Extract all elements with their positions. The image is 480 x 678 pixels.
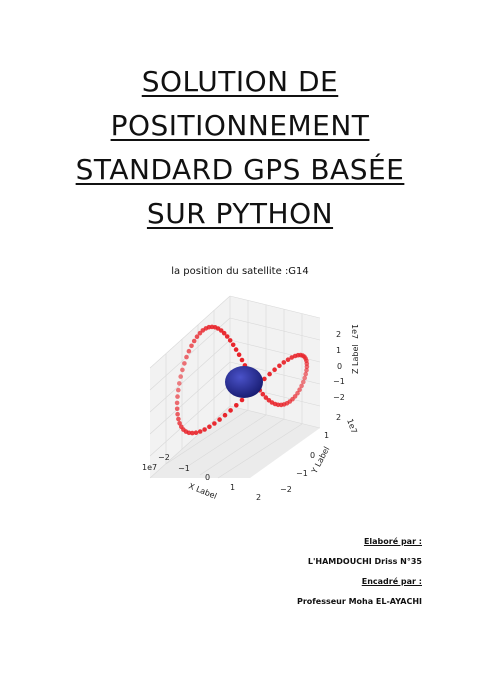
orbit-point bbox=[197, 330, 203, 336]
orbit-point bbox=[193, 430, 199, 435]
orbit-point bbox=[175, 394, 180, 399]
orbit-point bbox=[186, 348, 192, 354]
orbit-point bbox=[191, 338, 197, 344]
orbit-point bbox=[184, 354, 189, 360]
orbit-point bbox=[303, 371, 308, 377]
x-offset: 1e7 bbox=[142, 463, 157, 472]
z-offset: 1e7 bbox=[350, 324, 359, 339]
orbit-point bbox=[176, 416, 181, 422]
x-axis-label: X Label bbox=[187, 482, 218, 501]
orbit-point bbox=[239, 397, 245, 403]
orbit-point bbox=[194, 334, 200, 339]
y-tick-5: 2 bbox=[336, 413, 341, 422]
orbit-point bbox=[295, 390, 300, 396]
orbit-point bbox=[297, 387, 302, 392]
supervised-by-name: Professeur Moha EL-AYACHI bbox=[297, 597, 422, 606]
document-title: SOLUTION DE POSITIONNEMENT STANDARD GPS … bbox=[0, 60, 480, 236]
y-tick-2: −1 bbox=[296, 469, 308, 478]
z-tick-5: 2 bbox=[336, 330, 341, 339]
orbit-point bbox=[228, 408, 233, 413]
orbit-point bbox=[301, 379, 306, 385]
y-tick-1: −2 bbox=[280, 485, 292, 494]
orbit-point bbox=[233, 347, 239, 352]
orbit-point bbox=[304, 368, 309, 373]
y-offset: 1e7 bbox=[345, 418, 359, 435]
x-tick-2: −1 bbox=[178, 464, 190, 473]
orbit-point bbox=[174, 406, 180, 412]
figure-title: la position du satellite :G14 bbox=[171, 266, 309, 277]
orbit-point bbox=[304, 364, 310, 370]
z-tick-4: 1 bbox=[336, 346, 341, 355]
orbit-point bbox=[200, 328, 206, 333]
satellite-3d-plot: −2 −1 0 1 2 1e7 X Label −2 −1 0 1 2 1e7 … bbox=[142, 295, 360, 502]
orbit-point bbox=[266, 398, 272, 403]
orbit-point bbox=[302, 375, 307, 381]
orbit-point bbox=[299, 383, 304, 389]
orbit-point bbox=[177, 421, 182, 426]
orbit-point bbox=[177, 381, 182, 386]
orbit-point bbox=[227, 338, 233, 343]
orbit-point bbox=[202, 427, 207, 432]
z-tick-2: −1 bbox=[333, 377, 345, 386]
orbit-point bbox=[239, 357, 245, 363]
orbit-point bbox=[263, 395, 269, 400]
orbit-point bbox=[207, 424, 212, 430]
orbit-point bbox=[234, 403, 239, 408]
title-line-1: SOLUTION DE bbox=[141, 65, 339, 98]
prepared-by-name: L'HAMDOUCHI Driss N°35 bbox=[307, 557, 422, 566]
y-tick-3: 0 bbox=[310, 451, 315, 460]
orbit-point bbox=[285, 357, 291, 362]
x-tick-4: 1 bbox=[230, 483, 235, 492]
x-tick-3: 0 bbox=[205, 473, 210, 482]
orbit-point bbox=[217, 417, 222, 422]
earth-sphere bbox=[225, 366, 263, 398]
y-axis-label: Y Label bbox=[309, 445, 331, 476]
orbit-point bbox=[222, 412, 228, 418]
orbit-point bbox=[176, 387, 181, 393]
orbit-point bbox=[267, 371, 272, 377]
x-tick-5: 2 bbox=[256, 493, 261, 502]
orbit-point bbox=[224, 334, 230, 339]
orbit-point bbox=[178, 374, 183, 379]
prepared-by-label: Elaboré par : bbox=[363, 537, 422, 546]
y-tick-4: 1 bbox=[324, 431, 329, 440]
orbit-point bbox=[262, 376, 267, 382]
orbit-point bbox=[281, 360, 287, 365]
orbit-point bbox=[180, 367, 185, 373]
orbit-point bbox=[186, 430, 192, 436]
orbit-point bbox=[221, 330, 227, 336]
orbit-point bbox=[236, 352, 242, 357]
orbit-point bbox=[212, 421, 217, 426]
orbit-point bbox=[189, 343, 194, 349]
z-axis-label: Z Label bbox=[351, 344, 360, 374]
orbit-point bbox=[277, 363, 282, 369]
title-line-2: POSITIONNEMENT bbox=[110, 109, 370, 142]
title-line-3: STANDARD GPS BASÉE bbox=[75, 153, 405, 186]
orbit-point bbox=[190, 430, 195, 436]
supervised-by-label: Encadré par : bbox=[361, 577, 422, 586]
orbit-point bbox=[175, 411, 180, 417]
z-tick-1: −2 bbox=[333, 393, 345, 402]
orbit-point bbox=[272, 367, 277, 372]
z-tick-3: 0 bbox=[337, 362, 342, 371]
title-line-4: SUR PYTHON bbox=[146, 197, 334, 230]
orbit-point bbox=[197, 429, 203, 434]
credits-block: Elaboré par : L'HAMDOUCHI Driss N°35 Enc… bbox=[297, 532, 422, 612]
orbit-point bbox=[174, 400, 180, 406]
orbit-point bbox=[304, 361, 310, 366]
x-tick-1: −2 bbox=[158, 453, 170, 462]
orbit-point bbox=[230, 342, 236, 348]
orbit-point bbox=[182, 361, 187, 366]
orbit-point bbox=[260, 391, 266, 397]
